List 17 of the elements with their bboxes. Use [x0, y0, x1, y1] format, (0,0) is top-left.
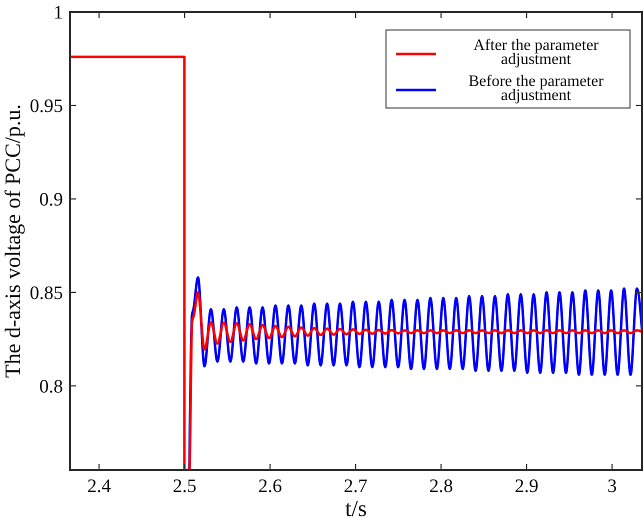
x-tick-label: 2.7: [344, 476, 368, 497]
x-axis-title: t/s: [345, 496, 367, 521]
line-series: [188, 276, 642, 470]
x-tick-label: 2.4: [87, 476, 112, 497]
legend-label: Before the parameter adjustment: [468, 73, 604, 104]
x-tick-label: 2.6: [258, 476, 282, 497]
y-tick-label: 1: [54, 2, 63, 24]
legend-label: After the parameter adjustment: [473, 37, 600, 68]
y-tick-label: 0.8: [39, 376, 63, 398]
x-tick-label: 2.8: [429, 476, 453, 497]
x-tick-label: 3: [607, 476, 617, 497]
y-axis-title: The d-axis voltage of PCC/p.u.: [0, 104, 25, 378]
x-tick-label: 2.9: [514, 476, 538, 497]
y-tick-label: 0.9: [39, 190, 63, 211]
y-tick-label: 0.95: [30, 96, 63, 118]
x-tick-label: 2.5: [172, 476, 196, 497]
y-tick-label: 0.85: [30, 283, 63, 304]
